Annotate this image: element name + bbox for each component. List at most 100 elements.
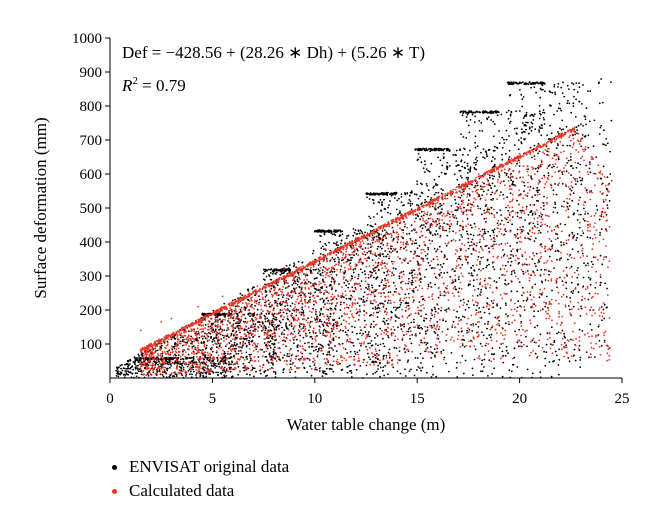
data-point-envisat xyxy=(318,370,321,372)
data-point-envisat xyxy=(328,340,331,343)
data-point-envisat xyxy=(573,234,576,237)
data-point-envisat xyxy=(577,291,580,294)
data-point-envisat xyxy=(598,339,601,342)
data-point-envisat xyxy=(218,314,221,316)
data-point-envisat xyxy=(499,209,502,212)
data-point-envisat xyxy=(462,112,464,114)
data-point-envisat xyxy=(606,194,608,197)
data-point-envisat xyxy=(504,264,507,267)
data-point-envisat xyxy=(386,270,389,273)
data-point-envisat xyxy=(533,86,536,89)
data-point-envisat xyxy=(498,130,500,132)
data-point-envisat xyxy=(285,312,288,315)
data-point-envisat xyxy=(498,324,501,327)
data-point-envisat xyxy=(453,216,456,219)
data-point-envisat xyxy=(552,189,555,192)
data-point-envisat xyxy=(422,167,425,170)
data-point-envisat xyxy=(232,368,235,371)
data-point-envisat xyxy=(225,362,228,365)
data-point-envisat xyxy=(322,313,324,315)
data-point-envisat xyxy=(315,313,317,316)
data-point-envisat xyxy=(553,165,555,168)
data-point-envisat xyxy=(301,352,304,355)
data-point-envisat xyxy=(473,358,476,361)
data-point-envisat xyxy=(473,304,475,306)
data-point-envisat xyxy=(520,320,523,323)
data-point-envisat xyxy=(393,329,396,331)
data-point-envisat xyxy=(540,280,543,283)
data-point-envisat xyxy=(449,275,452,278)
data-point-envisat xyxy=(459,149,461,152)
data-point-envisat xyxy=(487,189,490,192)
data-point-envisat xyxy=(236,343,239,346)
data-point-envisat xyxy=(384,365,386,367)
data-point-envisat xyxy=(504,172,506,174)
data-point-envisat xyxy=(419,236,421,239)
data-point-envisat xyxy=(237,327,240,330)
data-point-envisat xyxy=(347,259,350,262)
data-point-envisat xyxy=(585,123,587,126)
data-point-envisat xyxy=(530,175,532,178)
data-point-envisat xyxy=(492,156,494,159)
data-point-envisat xyxy=(418,324,421,327)
data-point-envisat xyxy=(212,372,215,374)
data-point-envisat xyxy=(207,356,210,359)
data-point-envisat xyxy=(126,363,129,366)
data-point-envisat xyxy=(521,286,524,289)
data-point-envisat xyxy=(565,170,568,173)
data-point-envisat xyxy=(575,82,578,84)
data-point-envisat xyxy=(473,121,476,123)
data-point-envisat xyxy=(379,375,381,378)
data-point-envisat xyxy=(536,191,539,194)
data-point-envisat xyxy=(557,158,560,161)
data-point-envisat xyxy=(225,329,228,332)
data-point-envisat xyxy=(512,363,514,366)
data-point-envisat xyxy=(474,158,477,161)
data-point-envisat xyxy=(470,274,473,277)
data-point-envisat xyxy=(400,196,403,198)
data-point-envisat xyxy=(258,301,261,304)
data-point-envisat xyxy=(283,271,285,274)
data-point-envisat xyxy=(189,370,192,373)
data-point-envisat xyxy=(432,365,434,368)
data-point-envisat xyxy=(163,370,166,373)
data-point-envisat xyxy=(368,356,370,359)
data-point-envisat xyxy=(191,373,193,376)
data-point-envisat xyxy=(578,86,581,89)
data-point-envisat xyxy=(371,259,374,261)
data-point-envisat xyxy=(264,329,267,332)
data-point-envisat xyxy=(156,371,159,373)
data-point-envisat xyxy=(483,182,485,185)
data-point-envisat xyxy=(224,345,227,348)
data-point-envisat xyxy=(135,375,138,378)
data-point-calculated xyxy=(547,140,550,143)
data-point-envisat xyxy=(493,163,496,166)
data-point-calculated xyxy=(220,306,223,309)
data-point-envisat xyxy=(557,364,560,366)
data-point-envisat xyxy=(488,277,491,279)
data-point-envisat xyxy=(439,234,442,237)
data-point-envisat xyxy=(512,81,515,84)
data-point-envisat xyxy=(466,217,469,220)
data-point-envisat xyxy=(352,245,355,247)
data-point-envisat xyxy=(421,298,424,301)
data-point-envisat xyxy=(599,276,602,278)
data-point-envisat xyxy=(173,347,176,350)
data-point-envisat xyxy=(465,112,467,114)
data-point-envisat xyxy=(162,375,165,378)
data-point-envisat xyxy=(554,201,556,204)
data-point-envisat xyxy=(507,221,509,224)
data-point-envisat xyxy=(386,302,389,304)
data-point-envisat xyxy=(147,364,150,367)
data-point-envisat xyxy=(319,318,321,321)
data-point-envisat xyxy=(478,307,481,309)
data-point-envisat xyxy=(549,105,552,107)
data-point-envisat xyxy=(425,313,427,316)
data-point-envisat xyxy=(475,168,478,171)
data-point-envisat xyxy=(330,232,332,235)
data-point-envisat xyxy=(413,318,415,321)
data-point-envisat xyxy=(387,291,390,294)
data-point-envisat xyxy=(311,252,314,255)
data-point-envisat xyxy=(481,228,484,231)
data-point-envisat xyxy=(256,308,259,311)
